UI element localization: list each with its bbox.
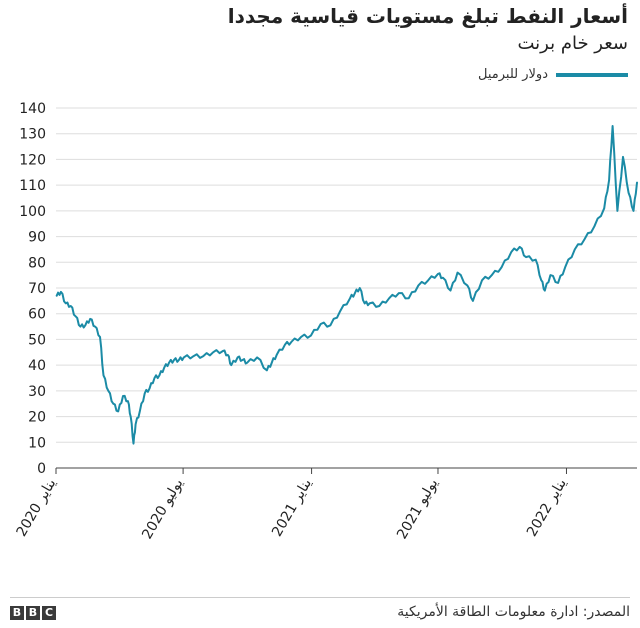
- y-tick-label: 50: [28, 332, 46, 348]
- y-tick-label: 0: [37, 461, 46, 477]
- y-tick-label: 40: [28, 358, 46, 374]
- series-group: [55, 125, 638, 445]
- x-tick-label: يوليو 2021: [394, 476, 441, 542]
- chart-subtitle: سعر خام برنت: [517, 33, 628, 54]
- line-chart: 0 10 20 30 40 50 60 70 80 90 100 110 120 130 140 يناير…: [14, 101, 638, 542]
- x-axis: يناير 2020 يوليو 2020 يناير 2021 يوليو 2021…: [14, 468, 570, 542]
- y-tick-label: 90: [28, 230, 46, 246]
- legend: دولار للبرميل: [478, 67, 628, 82]
- gridlines: [56, 107, 637, 469]
- y-tick-label: 20: [28, 410, 46, 426]
- y-axis: 0 10 20 30 40 50 60 70 80 90 100 110 120 130 140: [19, 101, 46, 477]
- chart-title: أسعار النفط تبلغ مستويات قياسية مجددا: [227, 4, 628, 28]
- y-tick-label: 140: [19, 101, 46, 117]
- bbc-logo: B B C: [10, 606, 56, 620]
- bbc-logo-letter: B: [26, 606, 40, 620]
- y-tick-label: 110: [19, 178, 46, 194]
- legend-swatch: [556, 72, 628, 77]
- y-tick-label: 60: [28, 307, 46, 323]
- x-tick-label: يناير 2020: [14, 476, 60, 540]
- y-tick-label: 70: [28, 281, 46, 297]
- x-tick-label: يوليو 2020: [139, 476, 186, 542]
- y-tick-label: 80: [28, 255, 46, 271]
- y-tick-label: 100: [19, 204, 46, 220]
- y-tick-label: 130: [19, 127, 46, 143]
- bbc-logo-letter: C: [42, 606, 56, 620]
- bbc-logo-letter: B: [10, 606, 24, 620]
- x-tick-label: يناير 2022: [524, 476, 570, 540]
- x-tick-label: يناير 2021: [269, 476, 315, 540]
- legend-label: دولار للبرميل: [478, 67, 548, 82]
- y-tick-label: 10: [28, 435, 46, 451]
- y-tick-label: 30: [28, 384, 46, 400]
- series-line: [55, 125, 638, 445]
- footer-divider: [10, 597, 630, 598]
- source-note: المصدر: ادارة معلومات الطاقة الأمريكية: [397, 604, 630, 620]
- y-tick-label: 120: [19, 152, 46, 168]
